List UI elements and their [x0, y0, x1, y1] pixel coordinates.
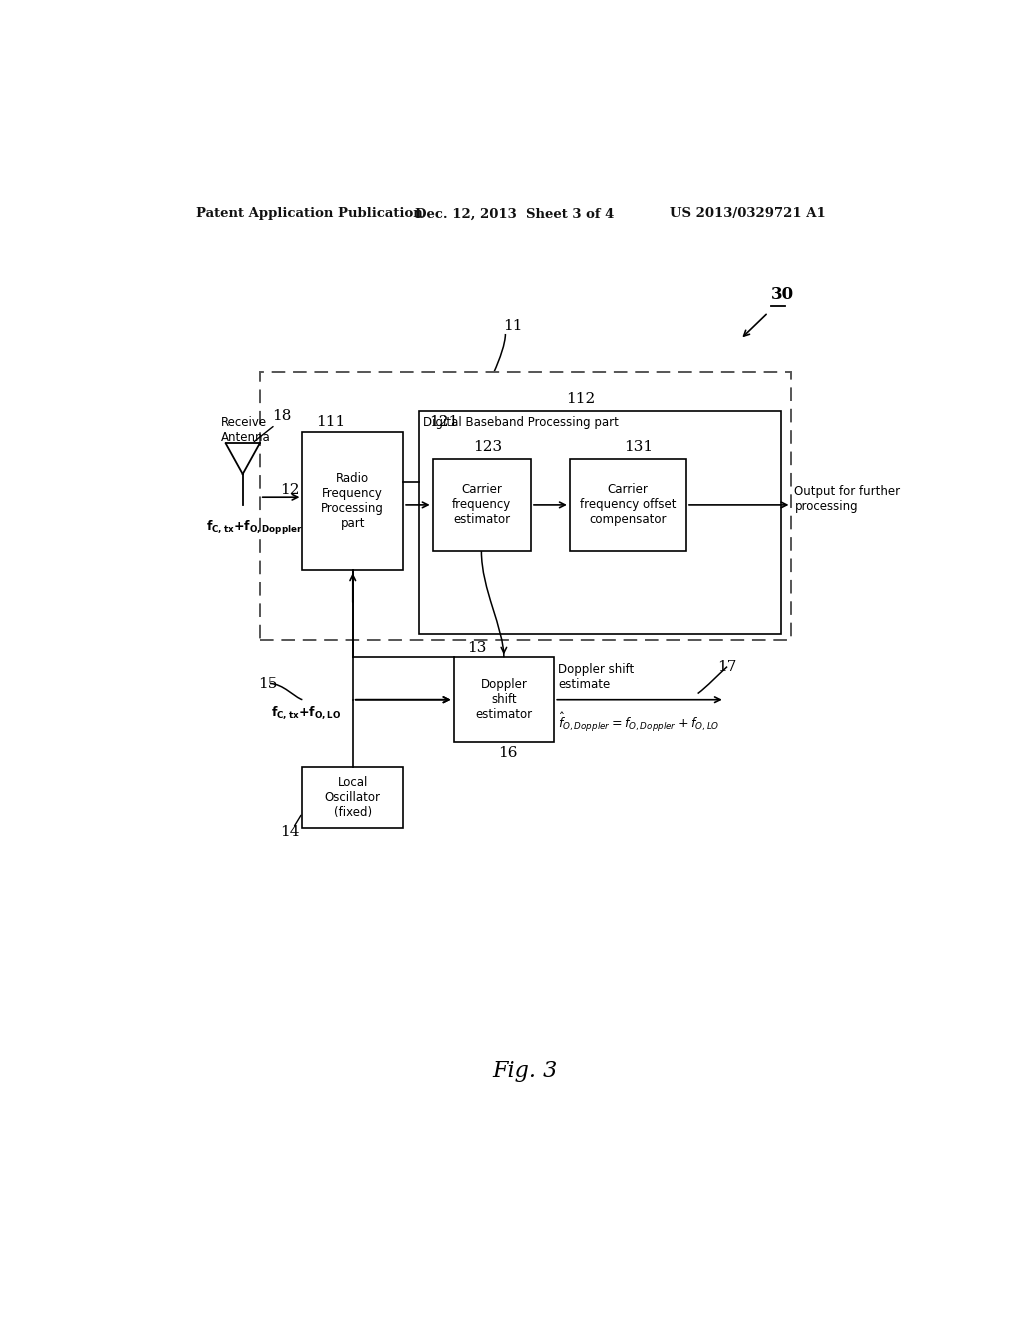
- Text: $\hat{f}_{O,Doppler}=f_{O,Doppler}+f_{O,LO}$: $\hat{f}_{O,Doppler}=f_{O,Doppler}+f_{O,…: [558, 711, 720, 734]
- Text: US 2013/0329721 A1: US 2013/0329721 A1: [671, 207, 826, 220]
- Text: 17: 17: [717, 660, 736, 673]
- Text: Doppler shift
estimate: Doppler shift estimate: [558, 663, 635, 692]
- Text: Radio
Frequency
Processing
part: Radio Frequency Processing part: [322, 473, 384, 531]
- Text: 111: 111: [316, 414, 345, 429]
- Text: Carrier
frequency
estimator: Carrier frequency estimator: [453, 483, 511, 527]
- Text: 18: 18: [272, 409, 292, 424]
- Text: 11: 11: [503, 319, 522, 333]
- Text: Digital Baseband Processing part: Digital Baseband Processing part: [423, 416, 620, 429]
- Text: 112: 112: [566, 392, 595, 405]
- Text: Patent Application Publication: Patent Application Publication: [197, 207, 423, 220]
- Text: Carrier
frequency offset
compensator: Carrier frequency offset compensator: [580, 483, 676, 527]
- Bar: [260, 372, 791, 640]
- Text: 14: 14: [280, 825, 299, 840]
- Text: 121: 121: [429, 414, 458, 429]
- Text: $\mathbf{f}_{\mathbf{C,tx}}\mathbf{+f}_{\mathbf{O,Doppler}}$: $\mathbf{f}_{\mathbf{C,tx}}\mathbf{+f}_{…: [206, 519, 302, 537]
- Text: 12: 12: [280, 483, 299, 496]
- Bar: [419, 411, 780, 635]
- Bar: [432, 459, 531, 552]
- Text: 13: 13: [467, 642, 486, 655]
- Bar: [302, 767, 403, 829]
- Bar: [302, 432, 403, 570]
- Bar: [569, 459, 686, 552]
- Text: 16: 16: [498, 746, 517, 760]
- Text: Local
Oscillator
(fixed): Local Oscillator (fixed): [325, 776, 381, 818]
- Bar: [454, 657, 554, 742]
- Text: Fig. 3: Fig. 3: [493, 1060, 557, 1082]
- Text: Doppler
shift
estimator: Doppler shift estimator: [475, 678, 532, 721]
- Text: Output for further
processing: Output for further processing: [795, 484, 901, 512]
- Text: 15: 15: [258, 677, 278, 690]
- Text: $\mathbf{f}_{\mathbf{C,tx}}\mathbf{+f}_{\mathbf{O,LO}}$: $\mathbf{f}_{\mathbf{C,tx}}\mathbf{+f}_{…: [271, 705, 342, 721]
- Text: Receive
Antenna: Receive Antenna: [221, 416, 270, 445]
- Text: 123: 123: [473, 440, 502, 454]
- Text: 131: 131: [624, 440, 653, 454]
- Text: 30: 30: [771, 286, 795, 304]
- Text: Dec. 12, 2013  Sheet 3 of 4: Dec. 12, 2013 Sheet 3 of 4: [415, 207, 614, 220]
